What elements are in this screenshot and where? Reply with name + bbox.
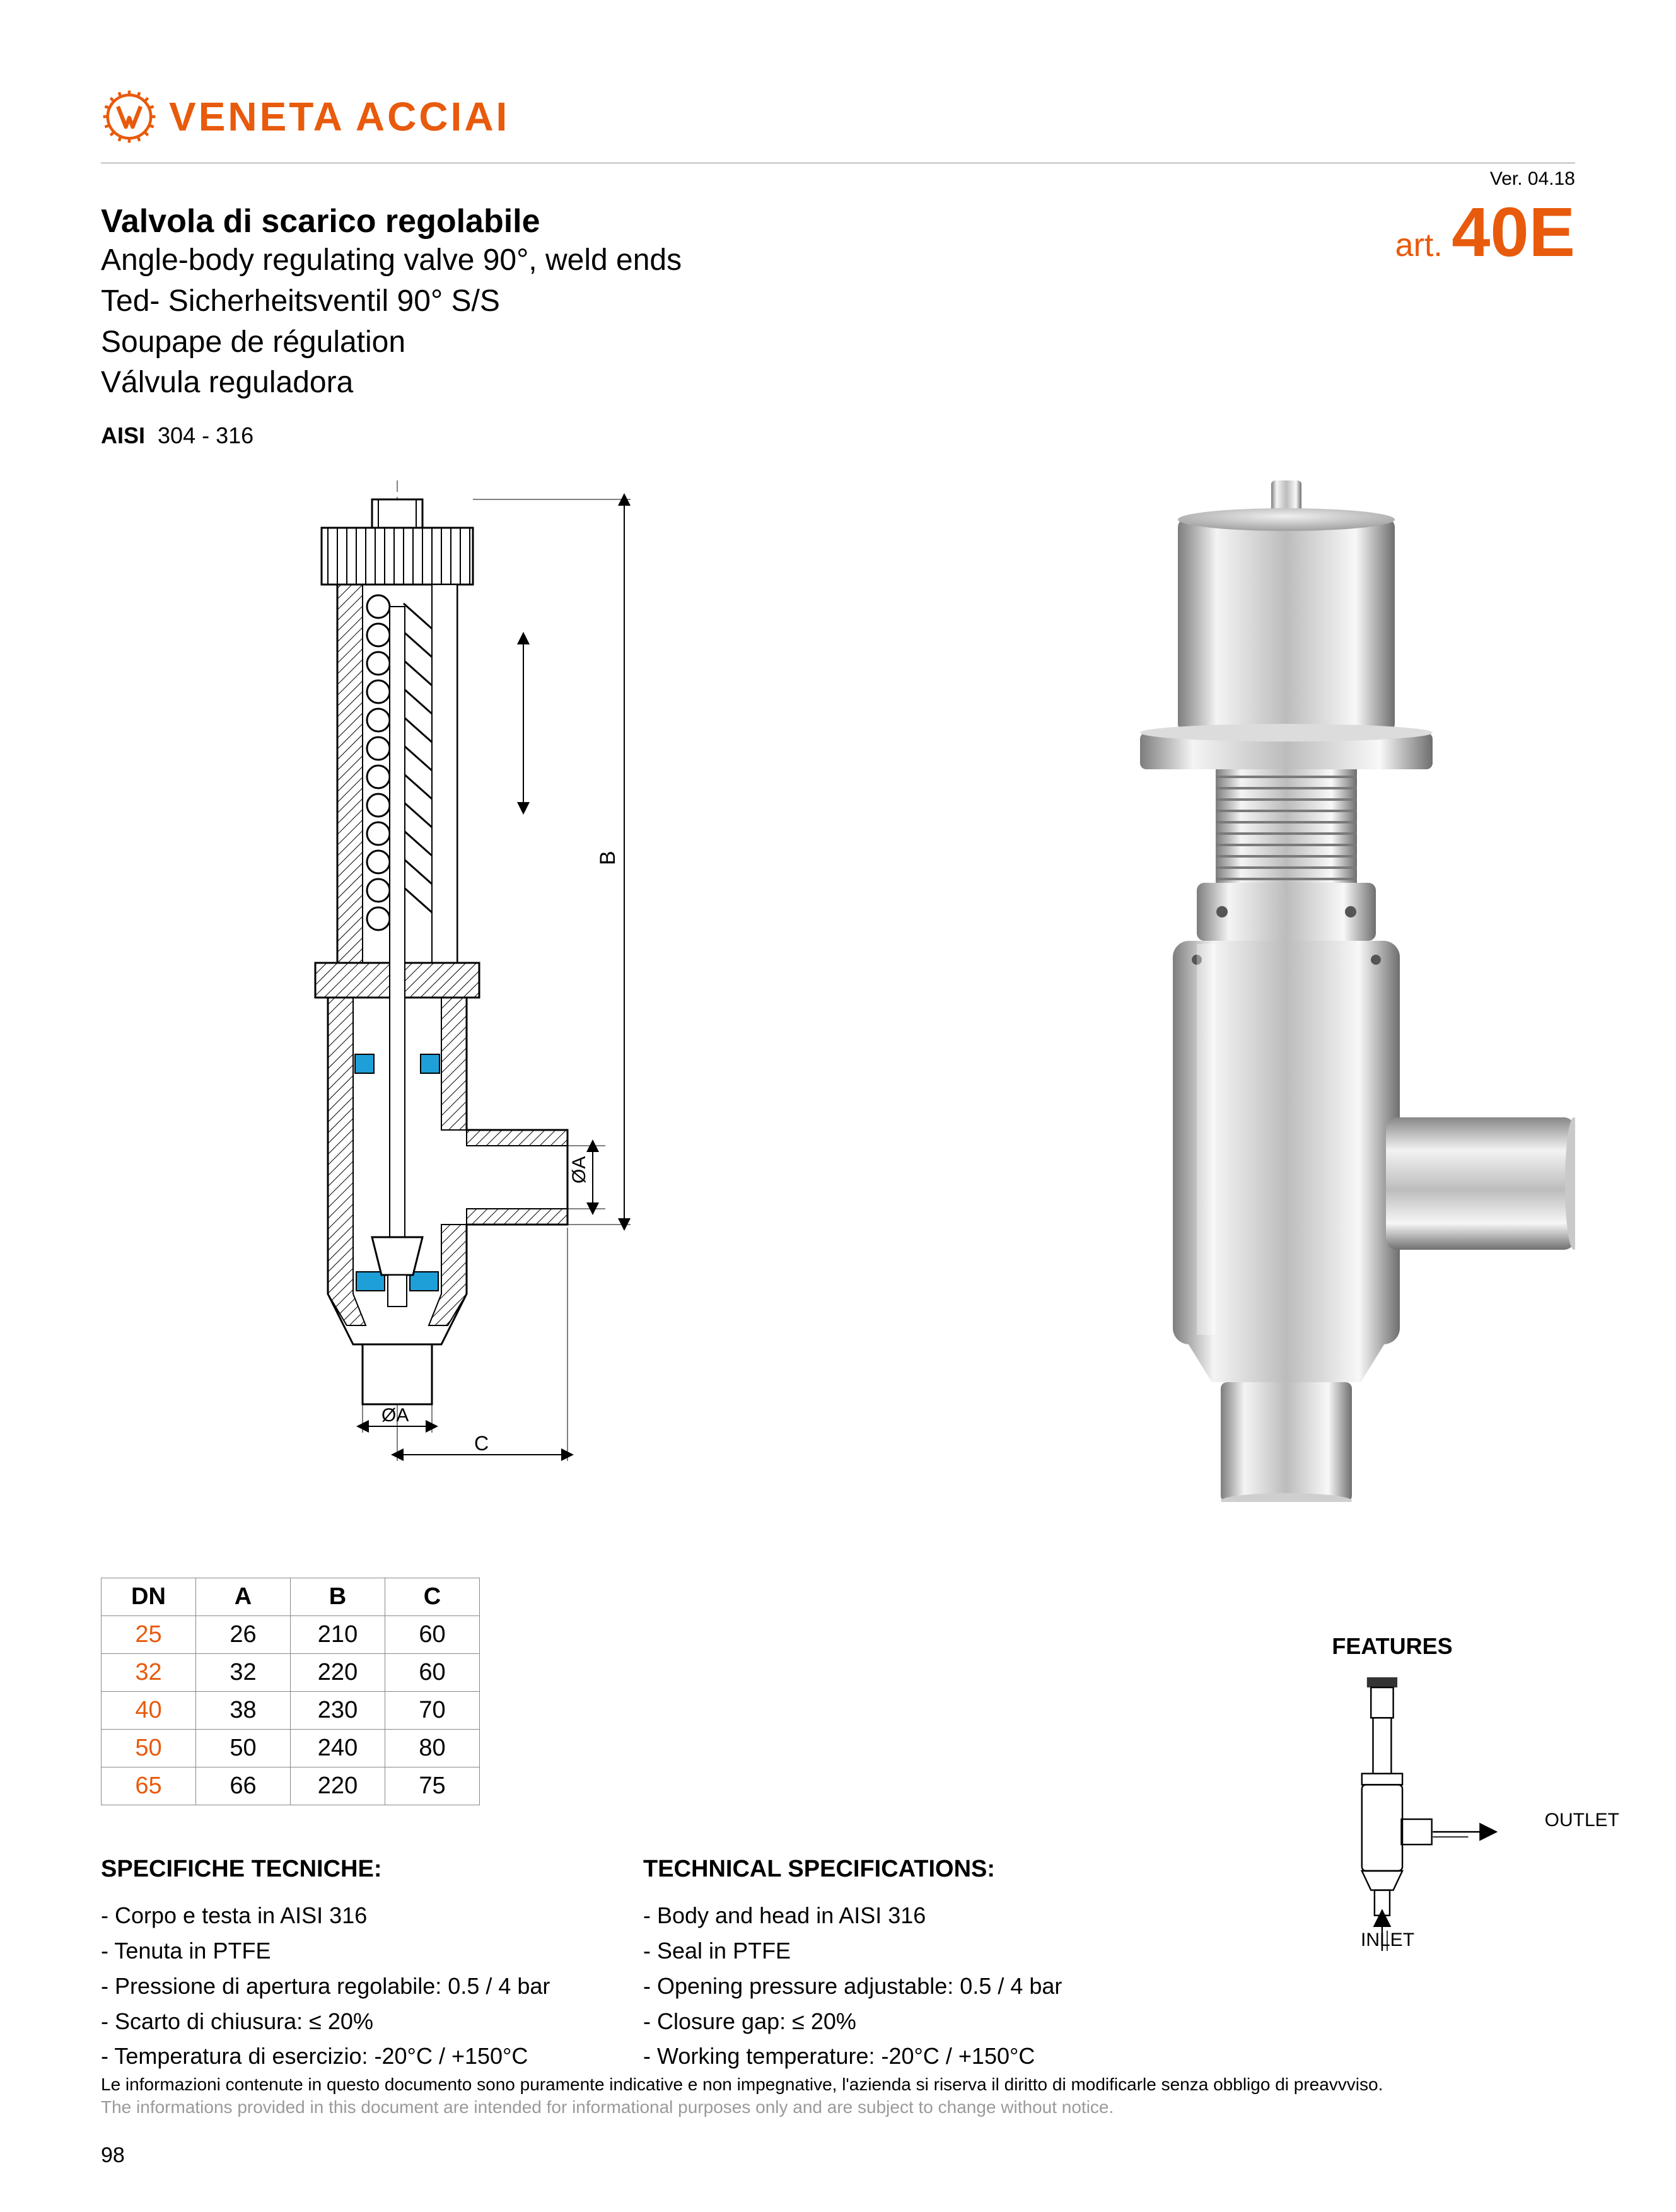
- table-header: A: [196, 1578, 291, 1616]
- disclaimer-en: The informations provided in this docume…: [101, 2097, 1575, 2117]
- title-de: Ted- Sicherheitsventil 90° S/S: [101, 281, 682, 322]
- table-cell: 38: [196, 1692, 291, 1730]
- aisi-label: AISI: [101, 422, 145, 448]
- disclaimer: Le informazioni contenute in questo docu…: [101, 2075, 1575, 2117]
- table-row: 403823070: [102, 1692, 480, 1730]
- article-prefix: art.: [1395, 227, 1443, 264]
- specs-it: SPECIFICHE TECNICHE: - Corpo e testa in …: [101, 1856, 567, 2074]
- spec-line: - Tenuta in PTFE: [101, 1933, 567, 1969]
- table-row: 505024080: [102, 1730, 480, 1767]
- disclaimer-it: Le informazioni contenute in questo docu…: [101, 2075, 1575, 2095]
- figure-row: B ØA ØA C: [101, 480, 1575, 1502]
- dimensions-table: DNABC 2526210603232220604038230705050240…: [101, 1578, 480, 1805]
- title-it: Valvola di scarico regolabile: [101, 202, 682, 240]
- table-cell: 25: [102, 1616, 196, 1654]
- title-fr: Soupape de régulation: [101, 322, 682, 363]
- spec-line: - Working temperature: -20°C / +150°C: [643, 2039, 1110, 2074]
- dim-C: C: [474, 1432, 489, 1455]
- technical-drawing: B ØA ØA C: [101, 480, 719, 1464]
- article-number: 40E: [1452, 194, 1575, 271]
- version-label: Ver. 04.18: [101, 168, 1575, 190]
- table-header: DN: [102, 1578, 196, 1616]
- table-cell: 70: [385, 1692, 480, 1730]
- table-cell: 40: [102, 1692, 196, 1730]
- dim-OA-side: ØA: [569, 1156, 590, 1184]
- page-number: 98: [101, 2143, 125, 2168]
- aisi-line: AISI 304 - 316: [101, 422, 682, 449]
- dim-B: B: [596, 851, 620, 866]
- features-inlet: INLET: [1361, 1930, 1414, 1951]
- table-header: C: [385, 1578, 480, 1616]
- table-cell: 32: [196, 1654, 291, 1692]
- spec-line: - Scarto di chiusura: ≤ 20%: [101, 2004, 567, 2039]
- spec-line: - Pressione di apertura regolabile: 0.5 …: [101, 1969, 567, 2004]
- dim-OA-bottom: ØA: [381, 1405, 409, 1426]
- specs-it-title: SPECIFICHE TECNICHE:: [101, 1856, 567, 1883]
- table-cell: 60: [385, 1616, 480, 1654]
- specs-en: TECHNICAL SPECIFICATIONS: - Body and hea…: [643, 1856, 1110, 2074]
- table-cell: 65: [102, 1767, 196, 1805]
- table-cell: 210: [291, 1616, 385, 1654]
- spec-line: - Seal in PTFE: [643, 1933, 1110, 1969]
- spec-line: - Temperatura di esercizio: -20°C / +150…: [101, 2039, 567, 2074]
- table-cell: 26: [196, 1616, 291, 1654]
- table-cell: 230: [291, 1692, 385, 1730]
- table-cell: 80: [385, 1730, 480, 1767]
- table-row: 323222060: [102, 1654, 480, 1692]
- table-cell: 220: [291, 1654, 385, 1692]
- table-cell: 220: [291, 1767, 385, 1805]
- article-code: art. 40E: [1395, 201, 1575, 264]
- spec-line: - Corpo e testa in AISI 316: [101, 1898, 567, 1933]
- table-cell: 50: [196, 1730, 291, 1767]
- title-es: Válvula reguladora: [101, 363, 682, 404]
- gear-icon: [101, 88, 158, 145]
- brand-logo: VENETA ACCIAI: [101, 88, 1575, 145]
- specs-en-title: TECHNICAL SPECIFICATIONS:: [643, 1856, 1110, 1883]
- spec-line: - Closure gap: ≤ 20%: [643, 2004, 1110, 2039]
- title-en: Angle-body regulating valve 90°, weld en…: [101, 240, 682, 281]
- table-row: 656622075: [102, 1767, 480, 1805]
- features-outlet: OUTLET: [1545, 1810, 1619, 1831]
- spec-line: - Body and head in AISI 316: [643, 1898, 1110, 1933]
- spec-line: - Opening pressure adjustable: 0.5 / 4 b…: [643, 1969, 1110, 2004]
- table-cell: 240: [291, 1730, 385, 1767]
- table-cell: 32: [102, 1654, 196, 1692]
- features-block: FEATURES OUTLET INLET: [1216, 1633, 1569, 1956]
- table-cell: 75: [385, 1767, 480, 1805]
- title-block: Valvola di scarico regolabile Angle-body…: [101, 202, 682, 449]
- table-cell: 60: [385, 1654, 480, 1692]
- table-row: 252621060: [102, 1616, 480, 1654]
- header-row: Valvola di scarico regolabile Angle-body…: [101, 190, 1575, 449]
- table-cell: 66: [196, 1767, 291, 1805]
- aisi-value: 304 - 316: [158, 422, 253, 448]
- table-header: B: [291, 1578, 385, 1616]
- brand-name: VENETA ACCIAI: [169, 93, 509, 140]
- table-cell: 50: [102, 1730, 196, 1767]
- features-title: FEATURES: [1216, 1633, 1569, 1660]
- product-photo: [858, 480, 1575, 1502]
